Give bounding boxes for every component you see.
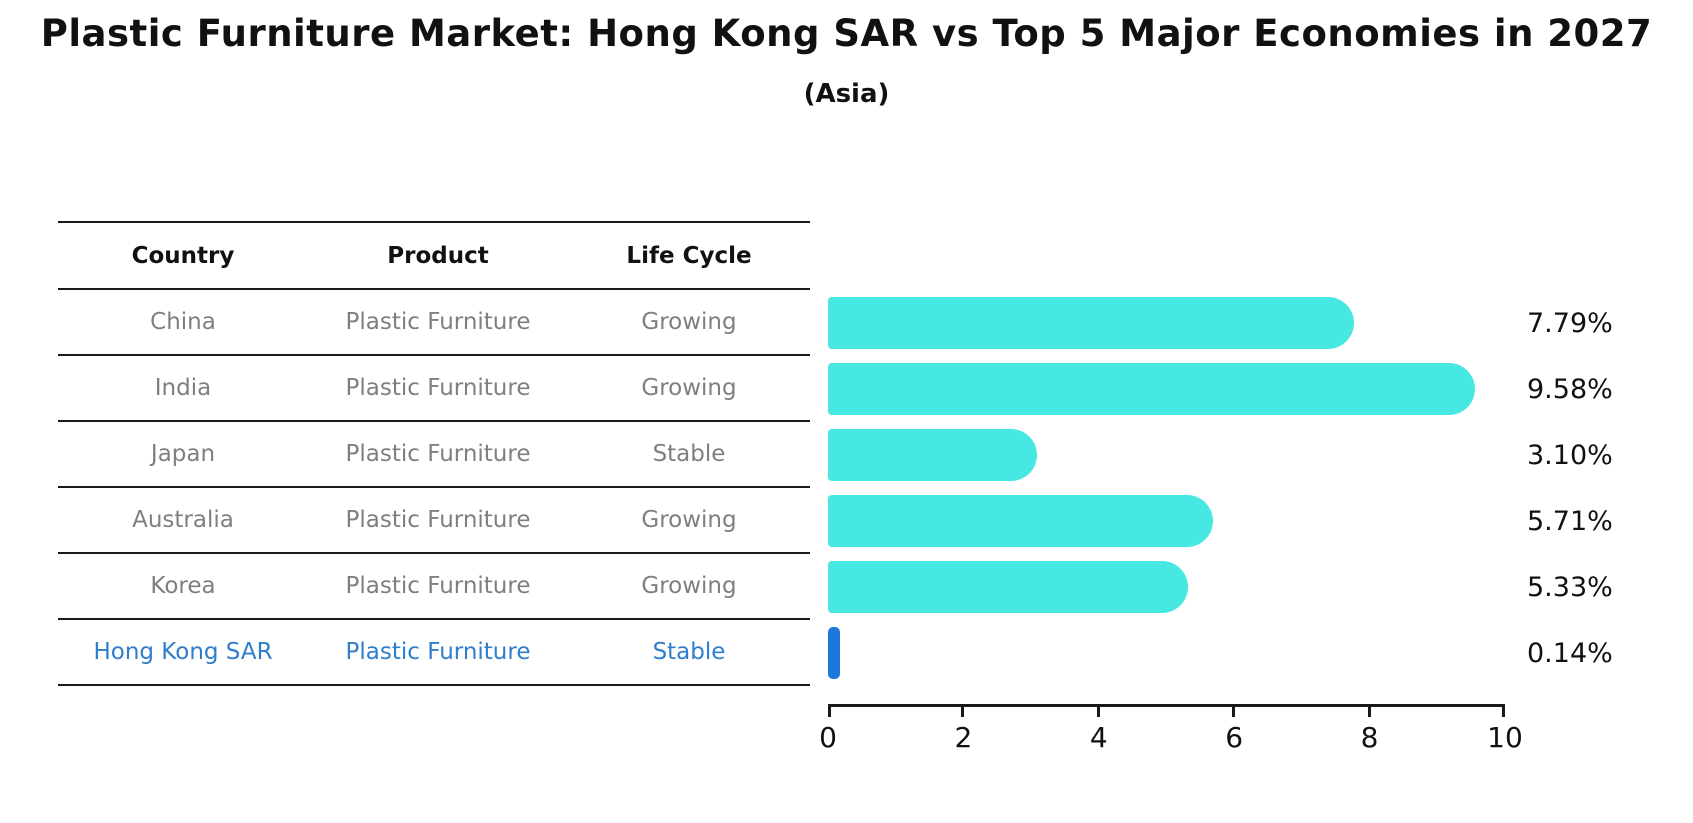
x-axis-line: 0 2 4 6 8 10 xyxy=(819,704,1523,754)
x-axis-tick xyxy=(1502,707,1505,717)
bar-plot-area xyxy=(828,290,1503,686)
cell-product: Plastic Furniture xyxy=(345,573,531,599)
cell-country: Hong Kong SAR xyxy=(93,639,273,665)
table-row: Australia Plastic Furniture Growing xyxy=(58,488,810,554)
bar-china xyxy=(828,297,1354,349)
value-label-india: 9.58% xyxy=(1527,373,1613,405)
x-axis-tick xyxy=(828,707,831,717)
x-axis-tick xyxy=(961,707,965,717)
table-row: Korea Plastic Furniture Growing xyxy=(58,554,810,620)
bar-row xyxy=(828,290,1503,356)
cell-country: India xyxy=(154,375,212,401)
cell-product: Plastic Furniture xyxy=(345,309,531,335)
cell-lifecycle: Growing xyxy=(641,309,737,335)
bar-row xyxy=(828,356,1503,422)
cell-lifecycle: Growing xyxy=(641,573,737,599)
column-header-lifecycle: Life Cycle xyxy=(626,242,752,269)
bar-korea xyxy=(828,561,1188,613)
value-label-china: 7.79% xyxy=(1527,307,1613,339)
x-axis-tick-label: 0 xyxy=(819,721,837,754)
cell-lifecycle: Stable xyxy=(652,441,726,467)
cell-country: Japan xyxy=(150,441,216,467)
bar-india xyxy=(828,363,1475,415)
bar-japan xyxy=(828,429,1038,481)
cell-product: Plastic Furniture xyxy=(345,507,531,533)
x-axis-tick xyxy=(1367,707,1371,717)
value-label-australia: 5.71% xyxy=(1527,505,1613,537)
cell-country: Australia xyxy=(132,507,234,533)
column-header-country: Country xyxy=(131,242,235,269)
cell-country: China xyxy=(150,309,216,335)
cell-lifecycle: Growing xyxy=(641,507,737,533)
bar-australia xyxy=(828,495,1214,547)
table-row: India Plastic Furniture Growing xyxy=(58,356,810,422)
x-axis-tick-label: 10 xyxy=(1487,721,1523,754)
column-header-product: Product xyxy=(387,242,489,269)
x-axis-tick-label: 8 xyxy=(1360,721,1379,754)
cell-lifecycle: Stable xyxy=(652,639,726,665)
cell-product: Plastic Furniture xyxy=(345,375,531,401)
x-axis-tick-label: 6 xyxy=(1225,721,1244,754)
x-axis-tick-label: 4 xyxy=(1089,721,1108,754)
chart-title: Plastic Furniture Market: Hong Kong SAR … xyxy=(40,12,1653,55)
table-header-row: Country Product Life Cycle xyxy=(58,223,810,290)
cell-product: Plastic Furniture xyxy=(345,441,531,467)
table-row: Japan Plastic Furniture Stable xyxy=(58,422,810,488)
bar-row xyxy=(828,620,1503,686)
bar-row xyxy=(828,488,1503,554)
x-axis-tick xyxy=(1232,707,1236,717)
table-row: China Plastic Furniture Growing xyxy=(58,290,810,356)
value-label-hong-kong-sar: 0.14% xyxy=(1527,637,1613,669)
bar-row xyxy=(828,422,1503,488)
table-row-hong-kong-sar: Hong Kong SAR Plastic Furniture Stable xyxy=(58,620,810,686)
cell-lifecycle: Growing xyxy=(641,375,737,401)
value-label-japan: 3.10% xyxy=(1527,439,1613,471)
chart-subtitle: (Asia) xyxy=(803,79,890,109)
cell-country: Korea xyxy=(150,573,216,599)
value-label-column: 7.79% 9.58% 3.10% 5.71% 5.33% 0.14% xyxy=(1527,290,1687,686)
bar-hong-kong-sar xyxy=(828,627,840,679)
x-axis-tick-label: 2 xyxy=(954,721,973,754)
bar-row xyxy=(828,554,1503,620)
x-axis-tick xyxy=(1096,707,1100,717)
country-table: Country Product Life Cycle China Plastic… xyxy=(58,221,810,686)
cell-product: Plastic Furniture xyxy=(345,639,531,665)
value-label-korea: 5.33% xyxy=(1527,571,1613,603)
